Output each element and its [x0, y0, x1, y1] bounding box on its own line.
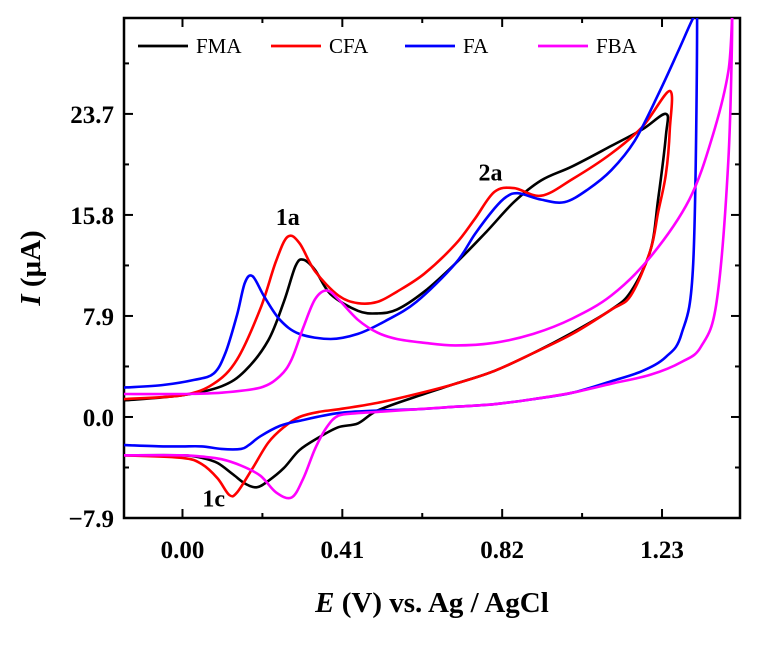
y-tick-label: 0.0 [83, 405, 114, 432]
y-axis-title: I (μA) [15, 230, 47, 306]
series-line-fa [124, 18, 699, 451]
y-axis-symbol: I [15, 293, 47, 307]
series-line-fba [124, 18, 734, 500]
legend-label-fba: FBA [596, 34, 638, 58]
y-tick-label: 23.7 [70, 102, 114, 129]
legend-label-cfa: CFA [329, 34, 369, 58]
x-tick-label: 0.00 [161, 537, 205, 564]
legend: FMA CFA FA FBA [138, 34, 638, 58]
peak-label-1c: 1c [202, 486, 225, 512]
legend-label-fma: FMA [196, 34, 242, 58]
peak-label-1a: 1a [276, 205, 300, 231]
plot-frame [122, 16, 742, 520]
x-tick-label: 1.23 [640, 537, 684, 564]
x-tick-label: 0.82 [480, 537, 524, 564]
y-tick-label: −7.9 [69, 506, 115, 533]
y-tick-label: 7.9 [83, 304, 114, 331]
x-axis-text: (V) vs. Ag / AgCl [335, 587, 549, 619]
y-tick-label: 15.8 [70, 203, 114, 230]
y-axis-text: (μA) [15, 230, 47, 294]
x-axis-title: E (V) vs. Ag / AgCl [314, 587, 549, 619]
x-tick-label: 0.41 [320, 537, 364, 564]
series-line-cfa [124, 89, 674, 498]
x-axis-symbol: E [314, 587, 334, 619]
peak-label-2a: 2a [478, 160, 502, 186]
legend-label-fa: FA [463, 34, 489, 58]
